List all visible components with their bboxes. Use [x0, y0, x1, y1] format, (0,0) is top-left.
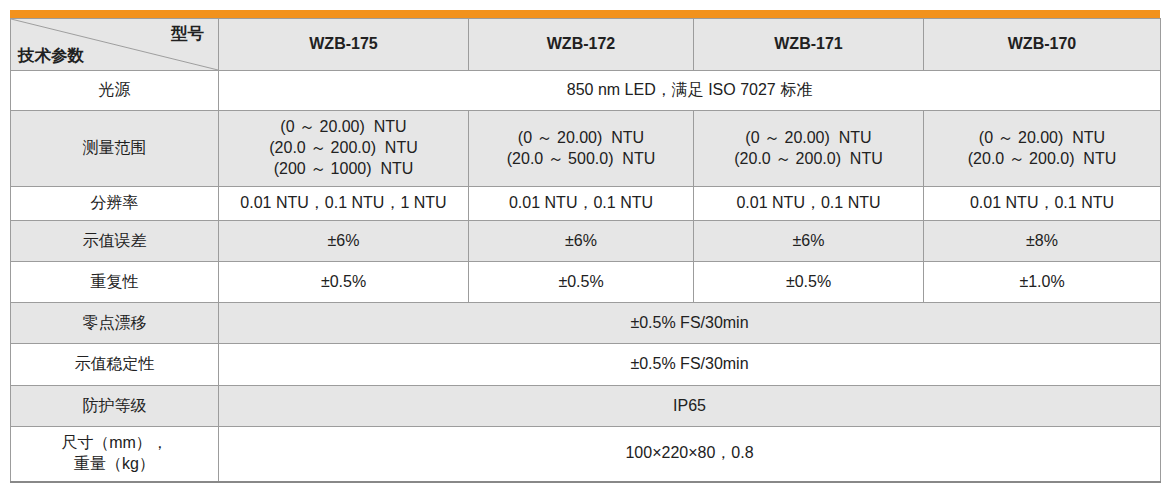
spec-value-error-170: ±8% — [924, 221, 1161, 262]
spec-label-light-source: 光源 — [11, 71, 219, 111]
spec-value-range-170: (0 ～ 20.00) NTU (20.0 ～ 200.0) NTU — [924, 111, 1161, 187]
spec-value-range-172: (0 ～ 20.00) NTU (20.0 ～ 500.0) NTU — [469, 111, 694, 187]
row-light-source: 光源 850 nm LED，满足 ISO 7027 标准 — [11, 71, 1161, 111]
model-header-wzb175: WZB-175 — [219, 19, 469, 71]
row-protection: 防护等级 IP65 — [11, 386, 1161, 427]
spec-label-error: 示值误差 — [11, 221, 219, 262]
spec-value-resolution-171: 0.01 NTU，0.1 NTU — [694, 187, 924, 221]
spec-label-zero-drift: 零点漂移 — [11, 303, 219, 344]
header-row: 型号 技术参数 WZB-175 WZB-172 WZB-171 WZB-170 — [11, 19, 1161, 71]
spec-value-protection: IP65 — [219, 386, 1161, 427]
spec-value-range-175: (0 ～ 20.00) NTU (20.0 ～ 200.0) NTU (200 … — [219, 111, 469, 187]
spec-value-error-172: ±6% — [469, 221, 694, 262]
model-header-wzb170: WZB-170 — [924, 19, 1161, 71]
row-error: 示值误差 ±6% ±6% ±6% ±8% — [11, 221, 1161, 262]
spec-label-size-weight: 尺寸（mm）， 重量（kg） — [11, 427, 219, 482]
spec-label-resolution: 分辨率 — [11, 187, 219, 221]
spec-value-size-weight: 100×220×80，0.8 — [219, 427, 1161, 482]
row-resolution: 分辨率 0.01 NTU，0.1 NTU，1 NTU 0.01 NTU，0.1 … — [11, 187, 1161, 221]
row-repeatability: 重复性 ±0.5% ±0.5% ±0.5% ±1.0% — [11, 262, 1161, 303]
spec-value-range-171: (0 ～ 20.00) NTU (20.0 ～ 200.0) NTU — [694, 111, 924, 187]
spec-label-stability: 示值稳定性 — [11, 344, 219, 386]
spec-value-resolution-172: 0.01 NTU，0.1 NTU — [469, 187, 694, 221]
spec-value-resolution-170: 0.01 NTU，0.1 NTU — [924, 187, 1161, 221]
row-zero-drift: 零点漂移 ±0.5% FS/30min — [11, 303, 1161, 344]
spec-label-repeatability: 重复性 — [11, 262, 219, 303]
spec-value-repeatability-172: ±0.5% — [469, 262, 694, 303]
row-size-weight: 尺寸（mm）， 重量（kg） 100×220×80，0.8 — [11, 427, 1161, 482]
spec-label-range: 测量范围 — [11, 111, 219, 187]
spec-value-repeatability-171: ±0.5% — [694, 262, 924, 303]
spec-value-zero-drift: ±0.5% FS/30min — [219, 303, 1161, 344]
spec-label-protection: 防护等级 — [11, 386, 219, 427]
corner-cell: 型号 技术参数 — [11, 19, 219, 71]
model-header-wzb171: WZB-171 — [694, 19, 924, 71]
corner-label-params: 技术参数 — [18, 45, 84, 66]
spec-table: 型号 技术参数 WZB-175 WZB-172 WZB-171 WZB-170 … — [10, 18, 1161, 483]
corner-label-model: 型号 — [171, 23, 204, 44]
spec-value-resolution-175: 0.01 NTU，0.1 NTU，1 NTU — [219, 187, 469, 221]
spec-value-repeatability-170: ±1.0% — [924, 262, 1161, 303]
spec-value-stability: ±0.5% FS/30min — [219, 344, 1161, 386]
spec-value-error-175: ±6% — [219, 221, 469, 262]
model-header-wzb172: WZB-172 — [469, 19, 694, 71]
accent-bar — [10, 10, 1160, 18]
spec-sheet: 型号 技术参数 WZB-175 WZB-172 WZB-171 WZB-170 … — [0, 0, 1160, 483]
row-range: 测量范围 (0 ～ 20.00) NTU (20.0 ～ 200.0) NTU … — [11, 111, 1161, 187]
spec-value-repeatability-175: ±0.5% — [219, 262, 469, 303]
spec-value-light-source: 850 nm LED，满足 ISO 7027 标准 — [219, 71, 1161, 111]
row-stability: 示值稳定性 ±0.5% FS/30min — [11, 344, 1161, 386]
spec-value-error-171: ±6% — [694, 221, 924, 262]
